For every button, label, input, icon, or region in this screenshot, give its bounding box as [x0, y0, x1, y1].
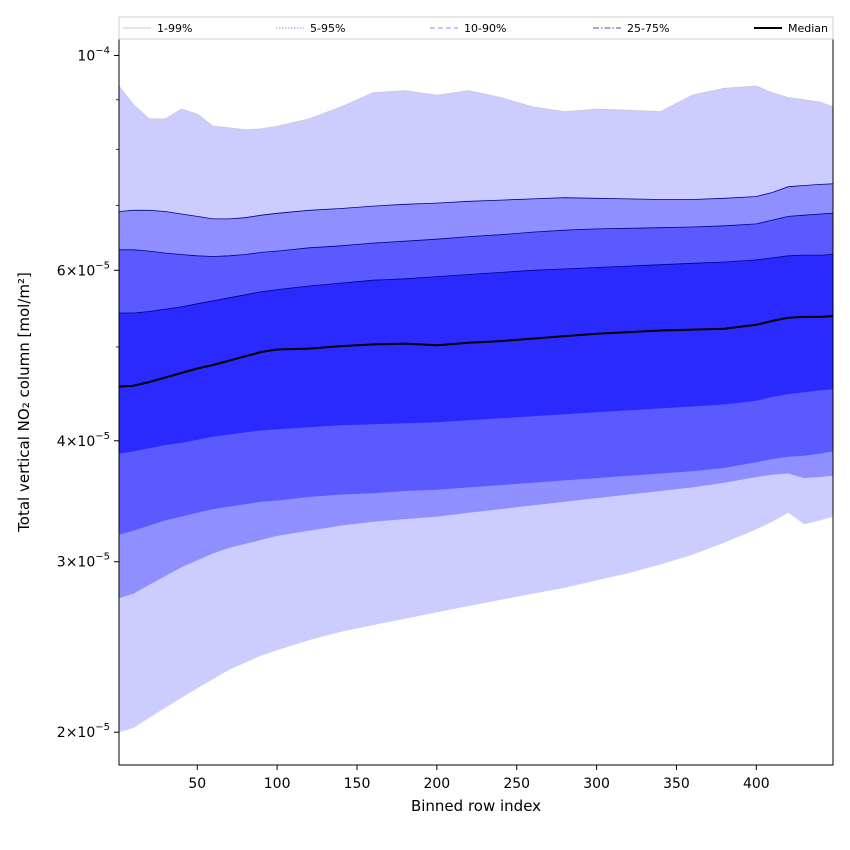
- x-tick-label: 50: [188, 776, 206, 792]
- legend-label: Median: [788, 22, 828, 35]
- y-tick-label: 6×10−5: [57, 260, 110, 279]
- legend-label: 5-95%: [310, 22, 345, 35]
- x-tick-label: 400: [743, 776, 770, 792]
- legend: 1-99% 5-95% 10-90% 25-75% Median: [118, 16, 834, 40]
- legend-box: [118, 16, 834, 40]
- y-tick-label: 4×10−5: [57, 431, 110, 450]
- legend-label: 25-75%: [627, 22, 669, 35]
- x-tick-label: 150: [344, 776, 371, 792]
- band-10-90-upper-edge: [119, 212, 833, 257]
- median-series: [119, 315, 833, 388]
- x-axis-label: Binned row index: [411, 797, 541, 815]
- y-tick-label: 3×10−5: [57, 552, 110, 571]
- x-tick-label: 100: [264, 776, 291, 792]
- y-axis-label: Total vertical NO₂ column [mol/m²]: [15, 272, 33, 533]
- legend-label: 1-99%: [157, 22, 192, 35]
- y-tick-label: 2×10−5: [57, 722, 110, 741]
- x-tick-label: 300: [583, 776, 610, 792]
- x-axis-ticks: 50 100 150 200 250 300 350 400: [188, 765, 770, 792]
- x-tick-label: 200: [423, 776, 450, 792]
- x-tick-label: 250: [503, 776, 530, 792]
- y-tick-label: 10−4: [77, 45, 110, 64]
- median-line: [119, 315, 833, 388]
- legend-label: 10-90%: [464, 22, 506, 35]
- y-axis-ticks: 2×10−5 3×10−5 4×10−5 6×10−5 10−4: [57, 45, 119, 741]
- x-tick-label: 350: [663, 776, 690, 792]
- band-25-75: [119, 254, 833, 454]
- percentile-bands: [119, 85, 833, 733]
- band-25-75-upper-edge: [119, 254, 833, 314]
- band-1-99-upper-edge: [119, 85, 833, 131]
- band-5-95-upper-edge: [119, 183, 833, 220]
